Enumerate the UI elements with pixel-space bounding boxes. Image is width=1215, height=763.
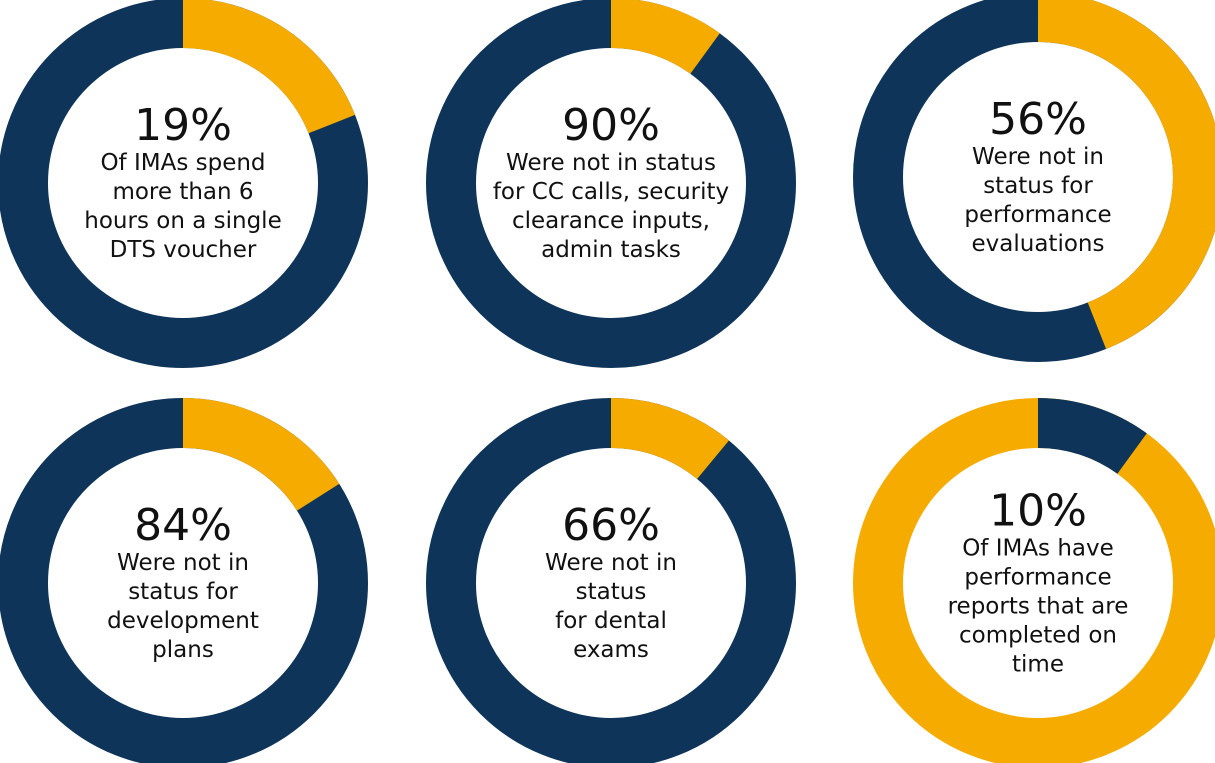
donut-highlight-segment: [1037, 398, 1147, 475]
donut-highlight-segment: [1037, 0, 1215, 349]
caption-line: Were not in: [545, 550, 677, 576]
percentage-label: 90%: [562, 100, 660, 151]
donut-chart-4: 84%Were not in status for development plans: [0, 398, 368, 763]
donut-highlight-segment: [182, 398, 340, 512]
caption-line: reports that are: [948, 594, 1129, 620]
donut-chart-6: 10%Of IMAs have performance reports that a…: [853, 398, 1215, 763]
caption-line: status for: [983, 173, 1093, 199]
donut-chart-1: 19%Of IMAs spend more than 6 hours on a si…: [0, 0, 368, 368]
caption-line: more than 6: [112, 179, 253, 205]
donut-highlight-segment: [610, 398, 729, 480]
caption-line: performance: [964, 202, 1111, 228]
caption-line: hours on a single: [84, 208, 281, 234]
caption-line: evaluations: [972, 231, 1105, 257]
caption-line: completed on: [959, 623, 1117, 649]
caption-line: Were not in: [972, 144, 1104, 170]
caption-line: for dental: [555, 608, 667, 634]
caption-line: DTS voucher: [110, 237, 257, 263]
percentage-label: 10%: [989, 486, 1087, 537]
donut-chart-5: 66%Were not in status for dental exams: [426, 398, 796, 763]
donut-highlight-segment: [610, 0, 720, 75]
percentage-label: 19%: [134, 100, 232, 151]
caption-line: development: [107, 608, 259, 634]
caption-line: exams: [573, 637, 649, 663]
caption-line: plans: [152, 637, 214, 663]
donut-highlight-segment: [182, 0, 355, 134]
caption-line: time: [1012, 652, 1064, 678]
donut-chart-2: 90%Were not in status for CC calls, secur…: [426, 0, 796, 368]
caption-line: status for: [128, 579, 238, 605]
caption-line: Were not in: [117, 550, 249, 576]
caption-line: for CC calls, security: [493, 179, 729, 205]
caption-line: clearance inputs,: [512, 208, 710, 234]
caption-line: status: [576, 579, 647, 605]
caption-line: performance: [964, 565, 1111, 591]
percentage-label: 84%: [134, 500, 232, 551]
percentage-label: 56%: [989, 94, 1087, 145]
caption-line: Of IMAs have: [962, 536, 1114, 562]
percentage-label: 66%: [562, 500, 660, 551]
caption-line: admin tasks: [541, 237, 681, 263]
caption-line: Were not in status: [506, 150, 716, 176]
donut-chart-3: 56%Were not in status for performance evalu…: [853, 0, 1215, 362]
caption-line: Of IMAs spend: [100, 150, 265, 176]
